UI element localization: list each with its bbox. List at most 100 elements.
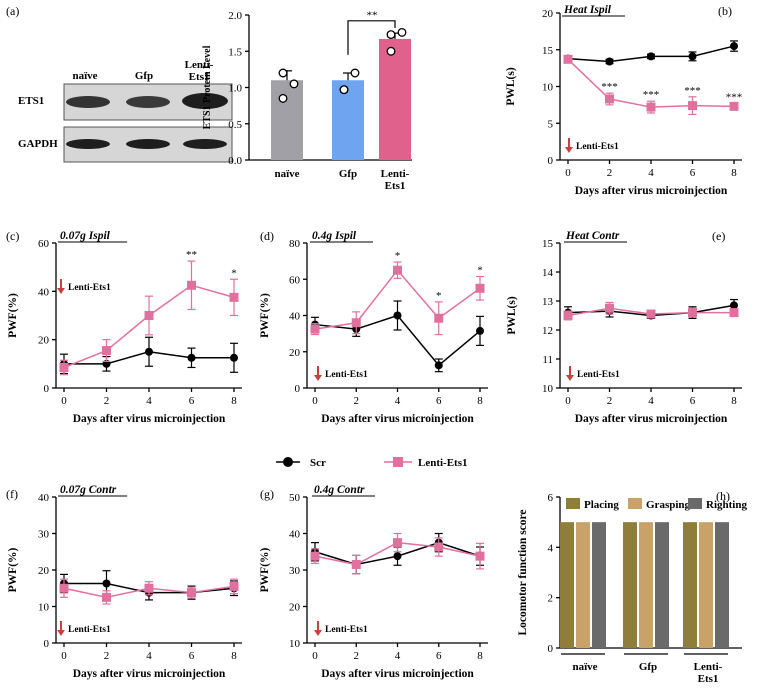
y-tick-label: 10 bbox=[542, 383, 554, 395]
significance-stars: *** bbox=[684, 85, 701, 97]
data-point-lenti bbox=[434, 542, 444, 552]
bar-righting bbox=[655, 522, 669, 648]
y-axis-label: Locomotor function score bbox=[517, 509, 529, 635]
x-tick-label: 4 bbox=[146, 395, 152, 407]
y-tick-label: 2.0 bbox=[228, 10, 242, 22]
data-point-scr bbox=[647, 52, 655, 61]
bar-placing bbox=[560, 522, 574, 648]
lenti-arrow-head bbox=[565, 147, 573, 153]
data-point-scr bbox=[434, 361, 443, 370]
x-tick-label: 4 bbox=[648, 395, 654, 407]
y-tick-label: 2 bbox=[548, 593, 554, 605]
x-axis-label: Days after virus microinjection bbox=[321, 668, 474, 680]
y-tick-label: 20 bbox=[38, 565, 50, 577]
bar-0 bbox=[271, 80, 303, 160]
data-point-scr bbox=[187, 353, 196, 362]
y-tick-label: 20 bbox=[289, 347, 301, 359]
x-tick-label: 4 bbox=[146, 650, 152, 662]
western-blot: naïve Gfp Lenti-Ets1 ETS1 GAPDH bbox=[18, 59, 233, 163]
x-tick-label: 0 bbox=[312, 395, 318, 407]
data-point-lenti bbox=[144, 311, 154, 320]
significance-stars: *** bbox=[643, 89, 660, 101]
x-tick-label: naïve bbox=[274, 168, 299, 180]
data-point bbox=[278, 93, 288, 103]
lenti-arrow-head bbox=[57, 630, 65, 636]
data-point bbox=[289, 79, 299, 89]
data-point-lenti bbox=[729, 308, 739, 318]
lenti-arrow-label: Lenti-Ets1 bbox=[576, 142, 619, 152]
x-tick-label: 0 bbox=[61, 395, 67, 407]
data-point-scr bbox=[476, 326, 484, 335]
x-tick-label: 6 bbox=[436, 650, 442, 662]
bar-placing bbox=[683, 522, 697, 648]
legend-lenti-marker bbox=[393, 457, 403, 467]
significance-stars: *** bbox=[601, 81, 618, 93]
y-tick-label: 10 bbox=[289, 638, 301, 650]
x-tick-label: 2 bbox=[354, 395, 360, 407]
data-point-scr bbox=[393, 552, 402, 561]
x-tick-label: Gfp bbox=[339, 168, 357, 180]
panel-label: (f) bbox=[6, 487, 18, 501]
band-gapdh-gfp bbox=[126, 139, 170, 149]
lenti-arrow-label: Lenti-Ets1 bbox=[68, 625, 111, 635]
x-axis-label: Days after virus microinjection bbox=[321, 413, 474, 425]
y-tick-label: 10 bbox=[542, 82, 554, 94]
data-point-scr bbox=[145, 347, 153, 356]
legend-swatch-righting bbox=[688, 498, 702, 509]
data-point-scr bbox=[730, 301, 738, 310]
legend-scr-marker bbox=[283, 457, 293, 467]
legend-label-grasping: Grasping bbox=[646, 499, 691, 511]
panel-title: 0.4g Contr bbox=[314, 484, 365, 496]
y-tick-label: 15 bbox=[542, 45, 554, 57]
y-tick-label: 6 bbox=[548, 492, 554, 504]
y-tick-label: 0 bbox=[295, 383, 301, 395]
panel-label: (e) bbox=[712, 229, 725, 243]
bar-righting bbox=[592, 522, 606, 648]
significance-stars: * bbox=[231, 267, 237, 279]
blot-lane-lenti: Lenti-Ets1 bbox=[185, 59, 214, 83]
x-tick-label: 2 bbox=[607, 167, 613, 179]
data-point-scr bbox=[230, 353, 238, 362]
legend-swatch-grasping bbox=[628, 498, 642, 509]
y-tick-label: 60 bbox=[289, 274, 301, 286]
data-point-lenti bbox=[59, 362, 69, 372]
panel-title: 0.07g Ispil bbox=[60, 230, 111, 242]
y-tick-label: 1.0 bbox=[228, 83, 242, 95]
x-axis-label: Days after virus microinjection bbox=[575, 413, 728, 425]
significance-stars: * bbox=[395, 250, 401, 262]
panel-h-chart: 0 2 4 6 Locomotor function score (h) naïve Gfp L… bbox=[517, 489, 747, 685]
x-axis-label: Days after virus microinjection bbox=[73, 413, 226, 425]
lenti-arrow-label: Lenti-Ets1 bbox=[577, 370, 620, 380]
data-point-lenti bbox=[102, 592, 111, 602]
data-point-scr bbox=[393, 311, 402, 320]
legend-scr-label: Scr bbox=[310, 457, 326, 469]
blot-protein-ets1: ETS1 bbox=[18, 95, 44, 107]
data-point-scr bbox=[102, 579, 111, 588]
x-tick-label: 8 bbox=[231, 395, 237, 407]
x-tick-label: 0 bbox=[61, 650, 67, 662]
data-point bbox=[339, 85, 349, 95]
y-tick-label: 20 bbox=[289, 602, 301, 614]
data-point-lenti bbox=[187, 588, 196, 598]
legend-label-placing: Placing bbox=[584, 499, 619, 511]
y-tick-label: 12 bbox=[542, 325, 553, 337]
y-tick-label: 20 bbox=[38, 335, 50, 347]
panel-label: (d) bbox=[260, 229, 274, 243]
panel-label: (b) bbox=[718, 4, 732, 18]
y-tick-label: 40 bbox=[38, 286, 50, 298]
legend: Scr Lenti-Ets1 bbox=[276, 457, 468, 469]
y-tick-label: 0 bbox=[548, 643, 554, 655]
x-tick-label: 0 bbox=[565, 167, 571, 179]
x-tick-label: 8 bbox=[731, 167, 737, 179]
panel-label: (g) bbox=[260, 487, 274, 501]
data-point-lenti bbox=[102, 346, 111, 356]
x-tick-label: 0 bbox=[312, 650, 318, 662]
data-point-scr bbox=[688, 52, 697, 61]
bar-grasping bbox=[699, 522, 713, 648]
y-axis-label: ETS1 Protein Level bbox=[202, 45, 213, 129]
panel-f: 0 10 20 30 40 0 2 4 6 8 Days after virus microinje… bbox=[6, 484, 242, 680]
